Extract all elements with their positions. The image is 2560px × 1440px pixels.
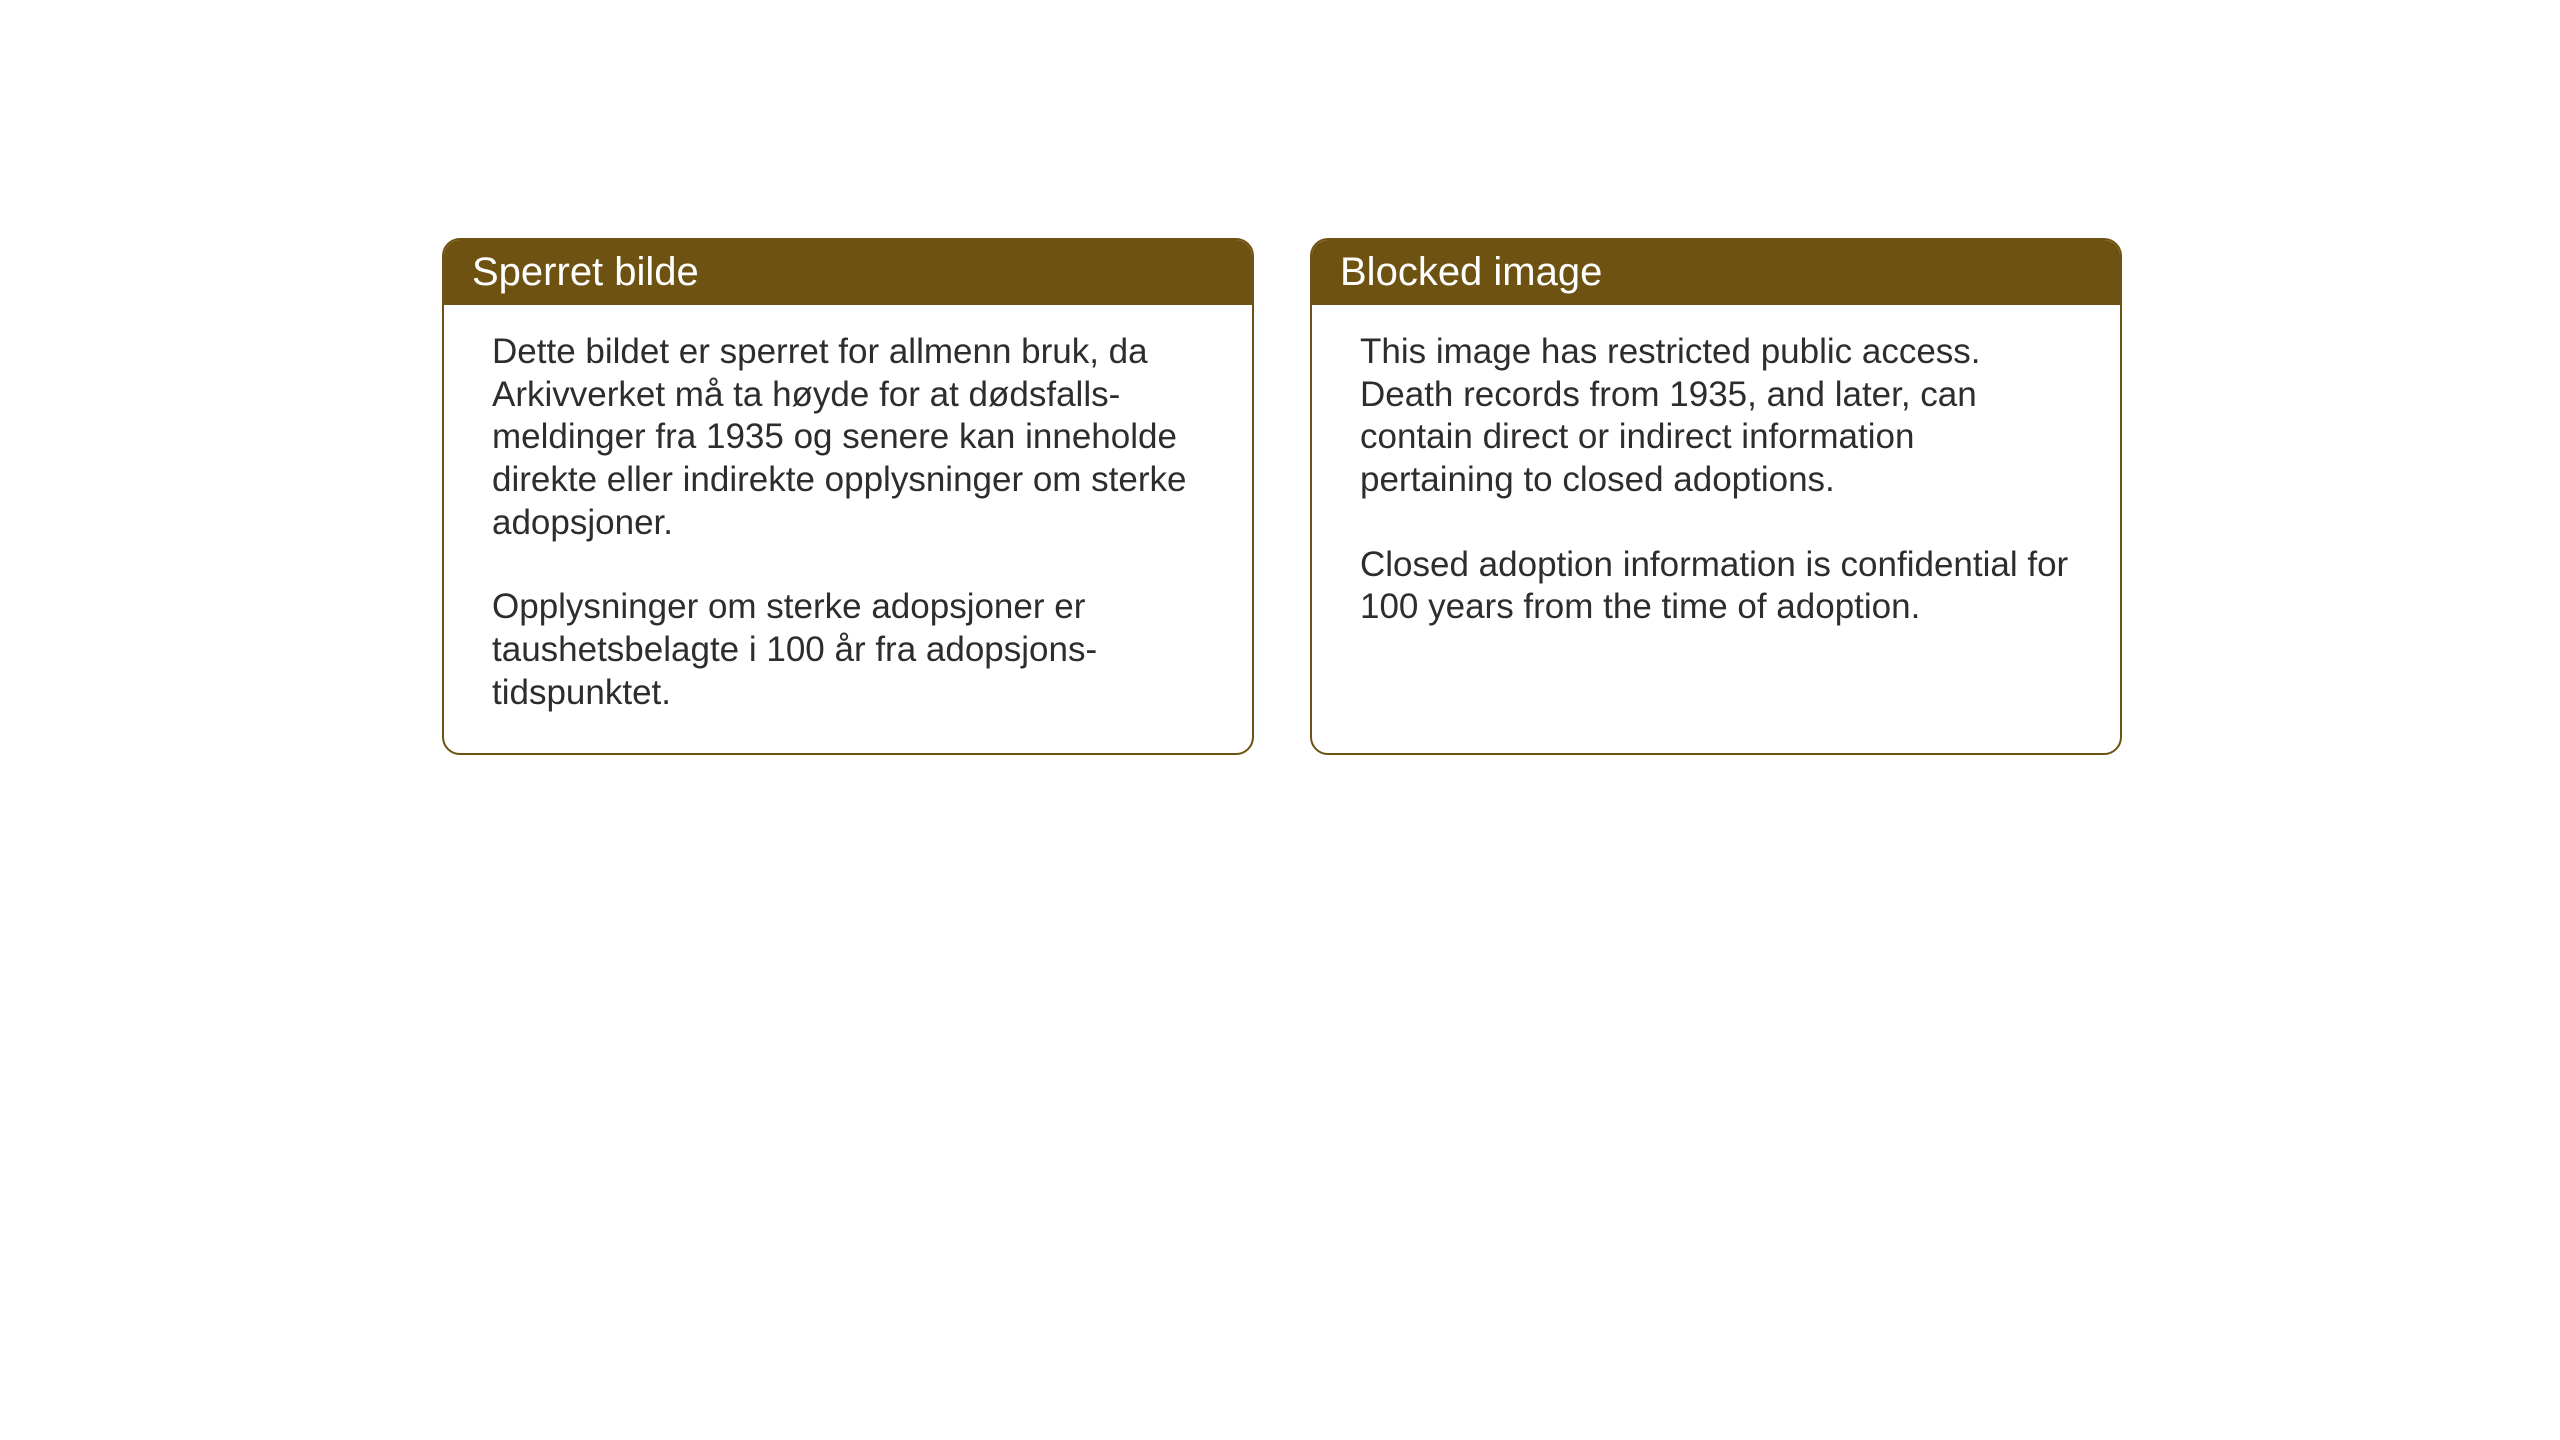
card-paragraph-2-english: Closed adoption information is confident…: [1360, 544, 2072, 629]
card-header-norwegian: Sperret bilde: [444, 240, 1252, 305]
card-paragraph-2-norwegian: Opplysninger om sterke adopsjoner er tau…: [492, 586, 1204, 714]
notice-card-norwegian: Sperret bilde Dette bildet er sperret fo…: [442, 238, 1254, 755]
card-paragraph-1-english: This image has restricted public access.…: [1360, 331, 2072, 502]
notice-card-english: Blocked image This image has restricted …: [1310, 238, 2122, 755]
card-title-norwegian: Sperret bilde: [472, 250, 699, 294]
notice-container: Sperret bilde Dette bildet er sperret fo…: [442, 238, 2122, 755]
card-body-norwegian: Dette bildet er sperret for allmenn bruk…: [444, 305, 1252, 753]
card-title-english: Blocked image: [1340, 250, 1602, 294]
card-paragraph-1-norwegian: Dette bildet er sperret for allmenn bruk…: [492, 331, 1204, 544]
card-header-english: Blocked image: [1312, 240, 2120, 305]
card-body-english: This image has restricted public access.…: [1312, 305, 2120, 667]
